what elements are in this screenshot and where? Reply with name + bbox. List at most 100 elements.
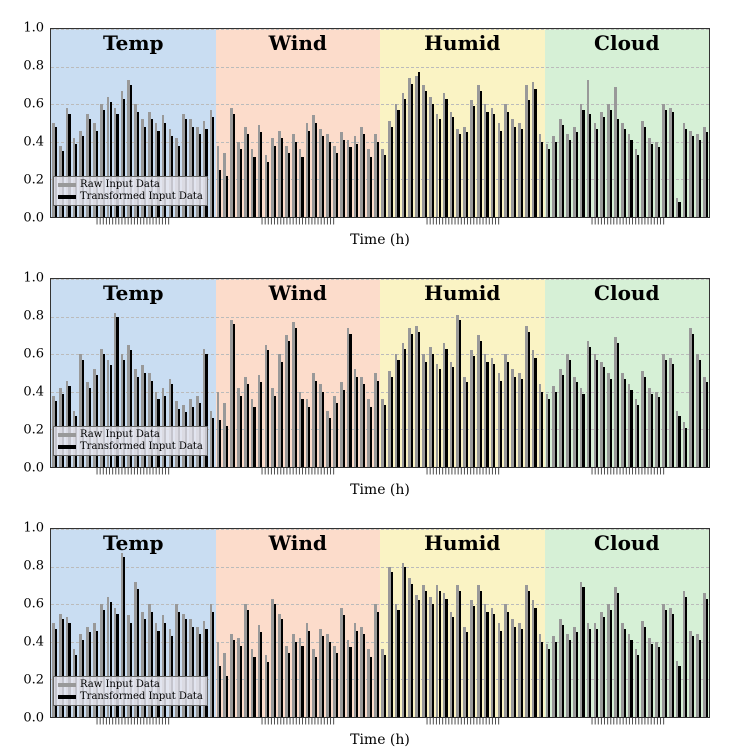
bar-transformed (534, 358, 536, 467)
legend-label: Raw Input Data (80, 179, 160, 191)
bar-transformed (610, 379, 612, 467)
bar-transformed (274, 604, 276, 717)
bar-transformed (274, 396, 276, 467)
bar-transformed (555, 142, 557, 217)
legend-swatch (58, 445, 76, 449)
bar-transformed (548, 399, 550, 467)
xtick-cluster: ┃┃┃┃┃┃┃┃┃┃┃┃┃┃┃┃┃┃┃┃┃┃┃┃ (425, 468, 500, 475)
bar-transformed (507, 362, 509, 467)
bar-transformed (562, 375, 564, 467)
ytick-label: 0.4 (23, 135, 44, 150)
bar-transformed (665, 610, 667, 717)
bar-transformed (500, 631, 502, 717)
ytick-label: 0.2 (23, 423, 44, 438)
bar-transformed (582, 394, 584, 467)
legend-row: Raw Input Data (58, 179, 203, 191)
bar-transformed (445, 349, 447, 467)
bar-transformed (637, 155, 639, 217)
bar-transformed (425, 91, 427, 217)
bar-transformed (336, 403, 338, 467)
bar-transformed (411, 334, 413, 467)
bar-transformed (569, 140, 571, 217)
bar-transformed (253, 157, 255, 217)
bar-transformed (349, 647, 351, 717)
bar-transformed (343, 615, 345, 717)
xtick-cluster: ┃┃┃┃┃┃┃┃┃┃┃┃┃┃┃┃┃┃┃┃┃┃┃┃ (590, 218, 665, 225)
bar-transformed (692, 636, 694, 717)
xtick-cluster: ┃┃┃┃┃┃┃┃┃┃┃┃┃┃┃┃┃┃┃┃┃┃┃┃ (260, 468, 335, 475)
bar-transformed (212, 418, 214, 467)
bar-transformed (548, 149, 550, 217)
bar-transformed (630, 140, 632, 217)
bar-transformed (253, 657, 255, 717)
bar-transformed (651, 644, 653, 717)
bar-transformed (644, 627, 646, 717)
bar-transformed (617, 593, 619, 717)
bar-transformed (576, 382, 578, 467)
bar-transformed (247, 610, 249, 717)
bar-transformed (603, 617, 605, 717)
bar-transformed (404, 99, 406, 217)
bar-transformed (651, 394, 653, 467)
bar-transformed (267, 350, 269, 467)
bar-transformed (624, 379, 626, 467)
bar-transformed (219, 420, 221, 467)
legend-swatch (58, 683, 76, 687)
xtick-cluster: ┃┃┃┃┃┃┃┃┃┃┃┃┃┃┃┃┃┃┃┃┃┃┃┃ (425, 718, 500, 725)
bar-transformed (658, 397, 660, 467)
ytick-label: 0.4 (23, 385, 44, 400)
bar-transformed (349, 147, 351, 217)
bar-transformed (582, 587, 584, 717)
bar-transformed (260, 132, 262, 217)
bar-transformed (596, 129, 598, 217)
bar-transformed (308, 131, 310, 217)
legend-label: Transformed Input Data (80, 191, 203, 203)
bar-transformed (370, 407, 372, 467)
bar-transformed (397, 360, 399, 467)
bar-transformed (384, 655, 386, 717)
bar-transformed (219, 666, 221, 717)
bar-transformed (562, 625, 564, 717)
bar-transformed (521, 629, 523, 717)
legend-label: Transformed Input Data (80, 691, 203, 703)
bar-transformed (685, 597, 687, 717)
bar-transformed (397, 110, 399, 217)
bar-transformed (295, 642, 297, 717)
bar-transformed (377, 612, 379, 717)
bar-transformed (692, 136, 694, 217)
bar-transformed (569, 640, 571, 717)
bar-transformed (672, 364, 674, 467)
bar-transformed (288, 341, 290, 467)
bar-transformed (692, 334, 694, 467)
bar-transformed (212, 612, 214, 717)
xtick-area: ┃┃┃┃┃┃┃┃┃┃┃┃┃┃┃┃┃┃┃┃┃┃┃┃┃┃┃┃┃┃┃┃┃┃┃┃┃┃┃┃… (50, 218, 710, 230)
bar-transformed (384, 405, 386, 467)
bar-transformed (336, 653, 338, 717)
bar-transformed (281, 138, 283, 217)
bar-transformed (295, 142, 297, 217)
bar-transformed (267, 162, 269, 217)
bar-transformed (226, 426, 228, 467)
bar-transformed (658, 647, 660, 717)
bar-transformed (445, 599, 447, 717)
bar-transformed (521, 129, 523, 217)
bar-transformed (528, 591, 530, 717)
bar-transformed (534, 608, 536, 717)
xtick-cluster: ┃┃┃┃┃┃┃┃┃┃┃┃┃┃┃┃┃┃┃┃┃┃┃┃ (590, 468, 665, 475)
ytick-label: 0.6 (23, 97, 44, 112)
bar-transformed (507, 112, 509, 217)
bar-transformed (391, 377, 393, 467)
bar-transformed (356, 631, 358, 717)
bar-transformed (308, 631, 310, 717)
xtick-cluster: ┃┃┃┃┃┃┃┃┃┃┃┃┃┃┃┃┃┃┃┃┃┃┃┃ (260, 718, 335, 725)
bar-transformed (336, 153, 338, 217)
bar-transformed (521, 379, 523, 467)
bar-transformed (582, 110, 584, 217)
xtick-area: ┃┃┃┃┃┃┃┃┃┃┃┃┃┃┃┃┃┃┃┃┃┃┃┃ ┃┃┃┃┃┃┃┃┃┃┃┃┃┃┃┃… (50, 718, 710, 730)
bar-transformed (363, 384, 365, 467)
bar-transformed (363, 134, 365, 217)
bar-transformed (343, 140, 345, 217)
bar-transformed (610, 110, 612, 217)
xtick-cluster: ┃┃┃┃┃┃┃┃┃┃┃┃┃┃┃┃┃┃┃┃┃┃┃┃ (95, 468, 170, 475)
bar-transformed (329, 418, 331, 467)
